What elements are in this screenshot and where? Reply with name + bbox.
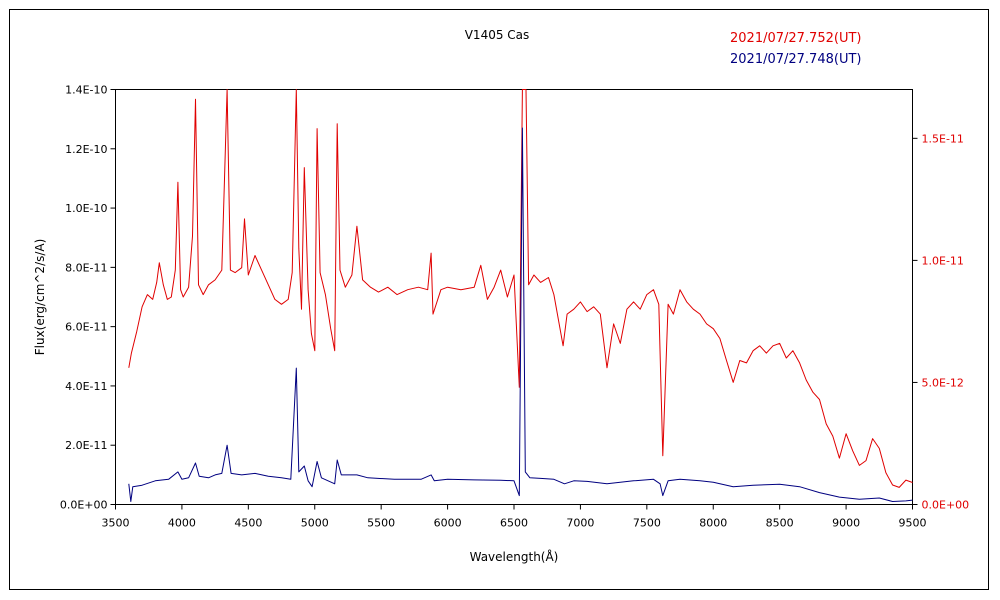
x-tick-label: 8500: [766, 517, 794, 530]
legend-entry-2: 2021/07/27.748(UT): [730, 52, 861, 67]
x-tick-label: 9500: [899, 517, 927, 530]
y-left-tick-label: 0.0E+00: [60, 499, 108, 512]
plot-area: [115, 89, 913, 505]
legend-entry-1: 2021/07/27.752(UT): [730, 31, 861, 46]
y-left-axis-ticks: 0.0E+00 2.0E-11 4.0E-11 6.0E-11 8.0E-11 1.0E-…: [60, 84, 116, 512]
series-line-1: [128, 89, 913, 488]
y-right-axis-ticks: 0.0E+00 5.0E-12 1.0E-11 1.5E-11: [912, 132, 970, 512]
y-left-tick-label: 1.0E-10: [65, 202, 107, 215]
y-left-tick-label: 1.4E-10: [65, 84, 107, 97]
y-left-tick-label: 6.0E-11: [65, 321, 107, 334]
x-tick-label: 7500: [633, 517, 661, 530]
y-right-tick-label: 1.0E-11: [922, 254, 964, 267]
y-left-tick-label: 4.0E-11: [65, 380, 107, 393]
x-tick-label: 9000: [832, 517, 860, 530]
x-tick-label: 5500: [367, 517, 395, 530]
x-tick-label: 4500: [234, 517, 262, 530]
x-tick-label: 4000: [168, 517, 196, 530]
x-tick-label: 7000: [566, 517, 594, 530]
chart-title: V1405 Cas: [465, 28, 530, 42]
y-left-tick-label: 2.0E-11: [65, 439, 107, 452]
x-axis-ticks: 3500 4000 4500 5000 5500 6000 6500 7000 7500 8000…: [102, 504, 927, 530]
series-layer: [128, 89, 913, 502]
x-tick-label: 8000: [699, 517, 727, 530]
y-axis-label: Flux(erg/cm^2/s/A): [33, 239, 47, 356]
x-tick-label: 3500: [102, 517, 130, 530]
x-tick-label: 6000: [434, 517, 462, 530]
y-left-tick-label: 1.2E-10: [65, 143, 107, 156]
x-axis-label: Wavelength(Å): [470, 549, 559, 564]
x-tick-label: 5000: [301, 517, 329, 530]
x-tick-label: 6500: [500, 517, 528, 530]
y-right-tick-label: 5.0E-12: [922, 376, 964, 389]
y-right-tick-label: 0.0E+00: [922, 499, 970, 512]
y-left-tick-label: 8.0E-11: [65, 261, 107, 274]
series-line-2: [128, 127, 913, 502]
y-right-tick-label: 1.5E-11: [922, 132, 964, 145]
